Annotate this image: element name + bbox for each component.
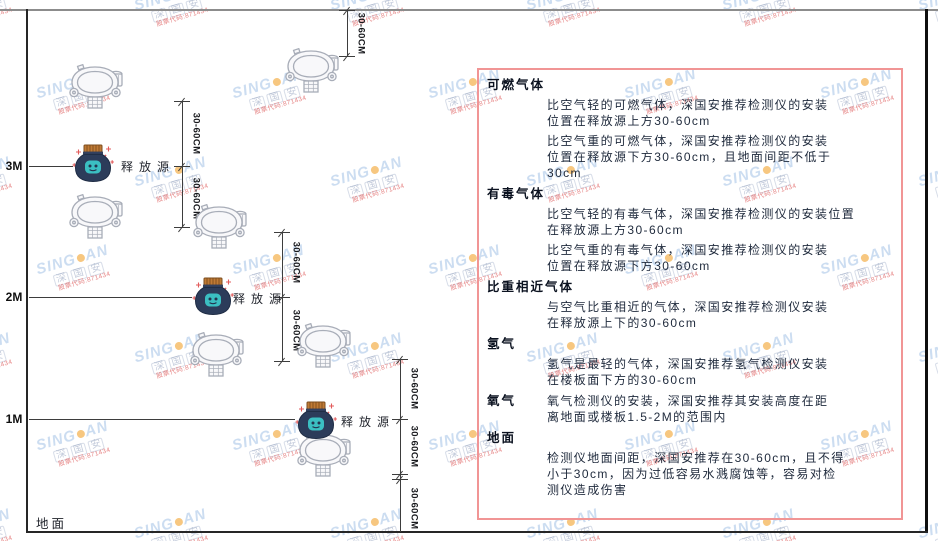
- panel-section: 地面检测仪地面间距，深国安推荐在30-60cm，且不得 小于30cm，因为过低容易…: [487, 430, 893, 498]
- paragraph-line: 离地面或楼板1.5-2M的范围内: [547, 410, 727, 424]
- dimension-tick: [392, 479, 408, 481]
- section-heading: 氧气: [487, 394, 517, 408]
- ceiling-line: [0, 9, 938, 11]
- gas-detector-icon: [283, 47, 341, 100]
- dimension-tick: [174, 101, 190, 103]
- section-paragraph: 比空气轻的有毒气体，深国安推荐检测仪的安装位置 在释放源上方30-60cm: [547, 206, 893, 238]
- section-paragraph: 比空气轻的可燃气体，深国安推荐检测仪的安装 位置在释放源上方30-60cm: [547, 97, 893, 129]
- level-label-2m: 2M: [5, 290, 23, 304]
- gas-detector-icon: [295, 431, 353, 484]
- paragraph-line: 氢气是最轻的气体，深国安推荐氢气检测仪安装: [547, 357, 829, 371]
- paragraph-line: 在释放源上下的30-60cm: [547, 316, 698, 330]
- gas-detector-icon: [67, 63, 125, 116]
- paragraph-line: 测仪造成伤害: [547, 483, 628, 497]
- dimension-line: [400, 360, 402, 532]
- section-paragraph: 检测仪地面间距，深国安推荐在30-60cm，且不得 小于30cm，因为过低容易水溅…: [547, 450, 893, 498]
- dimension-tick: [274, 232, 290, 234]
- section-heading: 氢气: [487, 337, 517, 351]
- dimension-label: 30-60CM: [355, 12, 367, 55]
- paragraph-line: 比空气轻的有毒气体，深国安推荐检测仪的安装位置: [547, 207, 856, 221]
- level-label-1m: 1M: [5, 412, 23, 426]
- info-panel-sections: 可燃气体 比空气轻的可燃气体，深国安推荐检测仪的安装 位置在释放源上方30-60cm…: [487, 77, 893, 498]
- paragraph-line: 小于30cm，因为过低容易水溅腐蚀等，容易对检: [547, 467, 837, 481]
- dimension-tick: [274, 361, 290, 363]
- dimension-tick: [339, 10, 355, 12]
- dimension-label: 30-60CM: [408, 487, 420, 530]
- dimension-line: [347, 11, 349, 57]
- dimension-tick: [339, 56, 355, 58]
- dimension-label: 30-60CM: [408, 425, 420, 468]
- release-source-icon: [293, 401, 339, 446]
- dimension-label: 30-60CM: [408, 367, 420, 410]
- release-source-label: 释放源: [341, 415, 396, 429]
- ground-label: 地面: [36, 517, 68, 531]
- level-line-2m: [29, 297, 192, 299]
- left-wall-line: [26, 9, 28, 533]
- paragraph-line: 位置在释放源下方30-60cm: [547, 259, 711, 273]
- panel-section: 可燃气体 比空气轻的可燃气体，深国安推荐检测仪的安装 位置在释放源上方30-60cm…: [487, 77, 893, 181]
- panel-section: 氢气氢气是最轻的气体，深国安推荐氢气检测仪安装 在楼板面下方的30-60cm: [487, 336, 893, 388]
- paragraph-line: 比空气重的有毒气体，深国安推荐检测仪的安装: [547, 243, 829, 257]
- section-paragraph: 与空气比重相近的气体，深国安推荐检测仪安装 在释放源上下的30-60cm: [547, 299, 893, 331]
- release-source-icon: [190, 277, 236, 322]
- gas-detector-icon: [188, 331, 246, 384]
- panel-section: 有毒气体 比空气轻的有毒气体，深国安推荐检测仪的安装位置 在释放源上方30-60cm…: [487, 186, 893, 274]
- info-panel: 可燃气体 比空气轻的可燃气体，深国安推荐检测仪的安装 位置在释放源上方30-60cm…: [477, 68, 903, 520]
- dimension-tick: [392, 474, 408, 476]
- panel-section: 比重相近气体与空气比重相近的气体，深国安推荐检测仪安装 在释放源上下的30-60c…: [487, 279, 893, 331]
- section-paragraph: 氢气是最轻的气体，深国安推荐氢气检测仪安装 在楼板面下方的30-60cm: [547, 356, 893, 388]
- section-heading: 有毒气体: [487, 187, 546, 201]
- level-line-3m: [29, 166, 73, 168]
- paragraph-line: 30cm: [547, 166, 582, 180]
- paragraph-line: 氧气检测仪的安装，深国安推荐其安装高度在距: [547, 394, 829, 408]
- paragraph-line: 比空气轻的可燃气体，深国安推荐检测仪的安装: [547, 98, 829, 112]
- paragraph-line: 在释放源上方30-60cm: [547, 223, 684, 237]
- release-source-label: 释放源: [121, 160, 176, 174]
- gas-detector-icon: [295, 322, 353, 375]
- section-paragraph: 比空气重的可燃气体，深国安推荐检测仪的安装 位置在释放源下方30-60cm，且地面…: [547, 133, 893, 181]
- floor-line: [26, 531, 928, 533]
- dimension-tick: [174, 227, 190, 229]
- level-line-1m: [29, 419, 295, 421]
- dimension-label: 30-60CM: [190, 112, 202, 155]
- release-source-label: 释放源: [233, 292, 288, 306]
- dimension-tick: [174, 166, 190, 168]
- gas-detector-icon: [67, 193, 125, 246]
- section-paragraph: 比空气重的有毒气体，深国安推荐检测仪的安装 位置在释放源下方30-60cm: [547, 242, 893, 274]
- paragraph-line: 比空气重的可燃气体，深国安推荐检测仪的安装: [547, 134, 829, 148]
- paragraph-line: 位置在释放源下方30-60cm，且地面间距不低于: [547, 150, 832, 164]
- section-heading: 比重相近气体: [487, 280, 575, 294]
- level-label-3m: 3M: [5, 159, 23, 173]
- release-source-icon: [70, 144, 116, 189]
- paragraph-line: 位置在释放源上方30-60cm: [547, 114, 711, 128]
- dimension-tick: [274, 297, 290, 299]
- dimension-label: 30-60CM: [290, 241, 302, 284]
- paragraph-line: 与空气比重相近的气体，深国安推荐检测仪安装: [547, 300, 829, 314]
- section-heading: 可燃气体: [487, 78, 546, 92]
- dimension-tick: [392, 359, 408, 361]
- gas-detector-icon: [191, 203, 249, 256]
- paragraph-line: 检测仪地面间距，深国安推荐在30-60cm，且不得: [547, 451, 845, 465]
- dimension-tick: [392, 419, 408, 421]
- panel-section: 氧气 氧气检测仪的安装，深国安推荐其安装高度在距 离地面或楼板1.5-2M的范围内: [487, 393, 893, 425]
- section-paragraph: 氧气检测仪的安装，深国安推荐其安装高度在距 离地面或楼板1.5-2M的范围内: [547, 393, 828, 425]
- section-heading: 地面: [487, 431, 517, 445]
- paragraph-line: 在楼板面下方的30-60cm: [547, 373, 698, 387]
- right-wall-line: [925, 9, 928, 533]
